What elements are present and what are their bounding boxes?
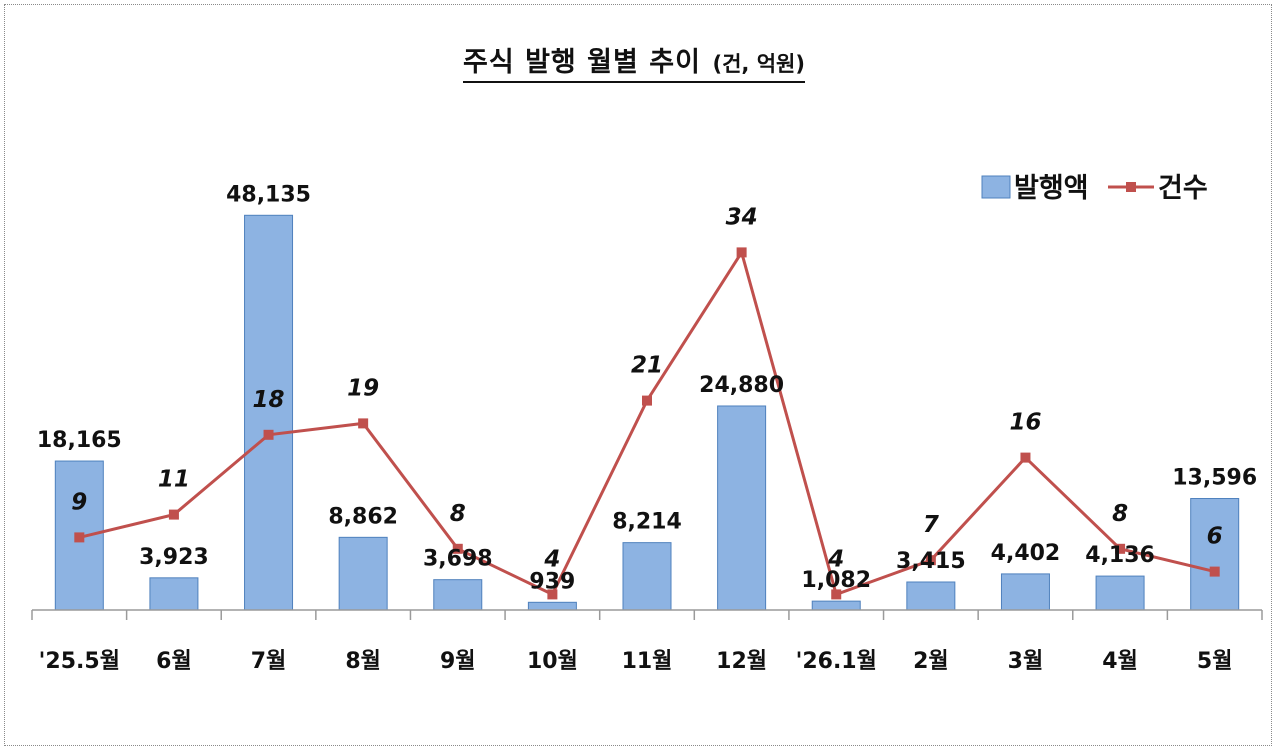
bar-value-label: 4,402 bbox=[991, 541, 1061, 566]
bar-value-label: 8,862 bbox=[328, 504, 398, 529]
bar bbox=[527, 601, 577, 611]
x-tick-label: 2월 bbox=[913, 649, 949, 674]
bar-value-label: 48,135 bbox=[226, 182, 311, 207]
count-value-label: 34 bbox=[726, 204, 758, 230]
count-marker bbox=[168, 509, 179, 520]
x-tick-label: 4월 bbox=[1102, 649, 1138, 674]
bar bbox=[1190, 498, 1240, 611]
bar bbox=[1095, 575, 1145, 611]
count-value-label: 8 bbox=[1112, 501, 1128, 527]
count-value-label: 4 bbox=[827, 546, 844, 572]
legend-bar-label: 발행액 bbox=[1014, 173, 1089, 204]
count-marker bbox=[547, 589, 558, 600]
bar-value-label: 939 bbox=[529, 569, 575, 594]
legend-line-label: 건수 bbox=[1158, 173, 1208, 204]
count-value-label: 21 bbox=[631, 353, 663, 379]
bar bbox=[244, 214, 294, 611]
line-layer bbox=[74, 247, 1220, 600]
count-marker bbox=[925, 555, 936, 566]
bar-value-label: 4,136 bbox=[1085, 543, 1155, 568]
bar bbox=[338, 536, 388, 611]
count-marker bbox=[1209, 566, 1220, 577]
bar-value-label: 1,082 bbox=[801, 568, 871, 593]
count-value-label: 7 bbox=[923, 512, 939, 538]
bars-layer bbox=[54, 214, 1240, 611]
legend: 발행액 건수 bbox=[981, 173, 1208, 204]
bar bbox=[906, 581, 956, 611]
legend-bar-swatch bbox=[981, 175, 1011, 199]
labels-layer: 18,165 '25.5월 3,923 6월 48,135 7월 8,862 8월 3,698 9… bbox=[37, 182, 1257, 674]
x-tick-label: 8월 bbox=[345, 649, 381, 674]
bar-value-label: 13,596 bbox=[1172, 466, 1257, 491]
bar-value-label: 24,880 bbox=[699, 373, 784, 398]
x-tick-label: 9월 bbox=[440, 649, 476, 674]
bar bbox=[149, 577, 199, 611]
count-value-label: 8 bbox=[450, 501, 466, 527]
count-value-label: 4 bbox=[543, 546, 560, 572]
bar-value-label: 8,214 bbox=[612, 510, 682, 535]
x-tick-label: 7월 bbox=[251, 649, 287, 674]
count-marker bbox=[452, 543, 463, 554]
x-tick-label: '25.5월 bbox=[39, 649, 120, 674]
bar bbox=[433, 579, 483, 611]
chart-title: 주식 발행 월별 추이 (건, 억원) bbox=[0, 40, 1268, 83]
bar-value-label: 3,415 bbox=[896, 549, 966, 574]
axis-layer bbox=[31, 609, 1263, 620]
chart-unit-note: (건, 억원) bbox=[712, 52, 805, 76]
x-tick-label: 6월 bbox=[156, 649, 192, 674]
bar bbox=[1000, 573, 1050, 611]
count-value-label: 16 bbox=[1009, 410, 1041, 436]
count-marker bbox=[642, 395, 652, 406]
x-tick-label: 10월 bbox=[527, 649, 578, 674]
count-value-label: 6 bbox=[1207, 524, 1223, 550]
count-value-label: 11 bbox=[158, 467, 190, 493]
bar-value-label: 18,165 bbox=[37, 428, 122, 453]
bar bbox=[811, 600, 861, 611]
count-marker bbox=[358, 418, 369, 429]
chart-title-text: 주식 발행 월별 추이 bbox=[463, 47, 701, 78]
count-marker bbox=[263, 429, 274, 440]
count-marker bbox=[1115, 543, 1126, 554]
chart-frame bbox=[4, 4, 1272, 746]
count-value-label: 19 bbox=[347, 375, 379, 401]
count-value-label: 9 bbox=[71, 489, 87, 515]
x-tick-label: 5월 bbox=[1197, 649, 1233, 674]
bar bbox=[622, 542, 672, 611]
x-tick-label: '26.1월 bbox=[796, 649, 877, 674]
legend-line-marker bbox=[1126, 182, 1136, 192]
x-tick-label: 12월 bbox=[716, 649, 767, 674]
bar bbox=[717, 405, 767, 611]
count-marker bbox=[74, 532, 85, 543]
count-value-label: 18 bbox=[253, 387, 285, 413]
bar-value-label: 3,923 bbox=[139, 545, 209, 570]
count-marker bbox=[736, 247, 747, 258]
x-tick-label: 11월 bbox=[622, 649, 673, 674]
count-marker bbox=[831, 589, 842, 600]
bar-value-label: 3,698 bbox=[423, 547, 493, 572]
x-tick-label: 3월 bbox=[1008, 649, 1044, 674]
count-marker bbox=[1020, 452, 1031, 463]
